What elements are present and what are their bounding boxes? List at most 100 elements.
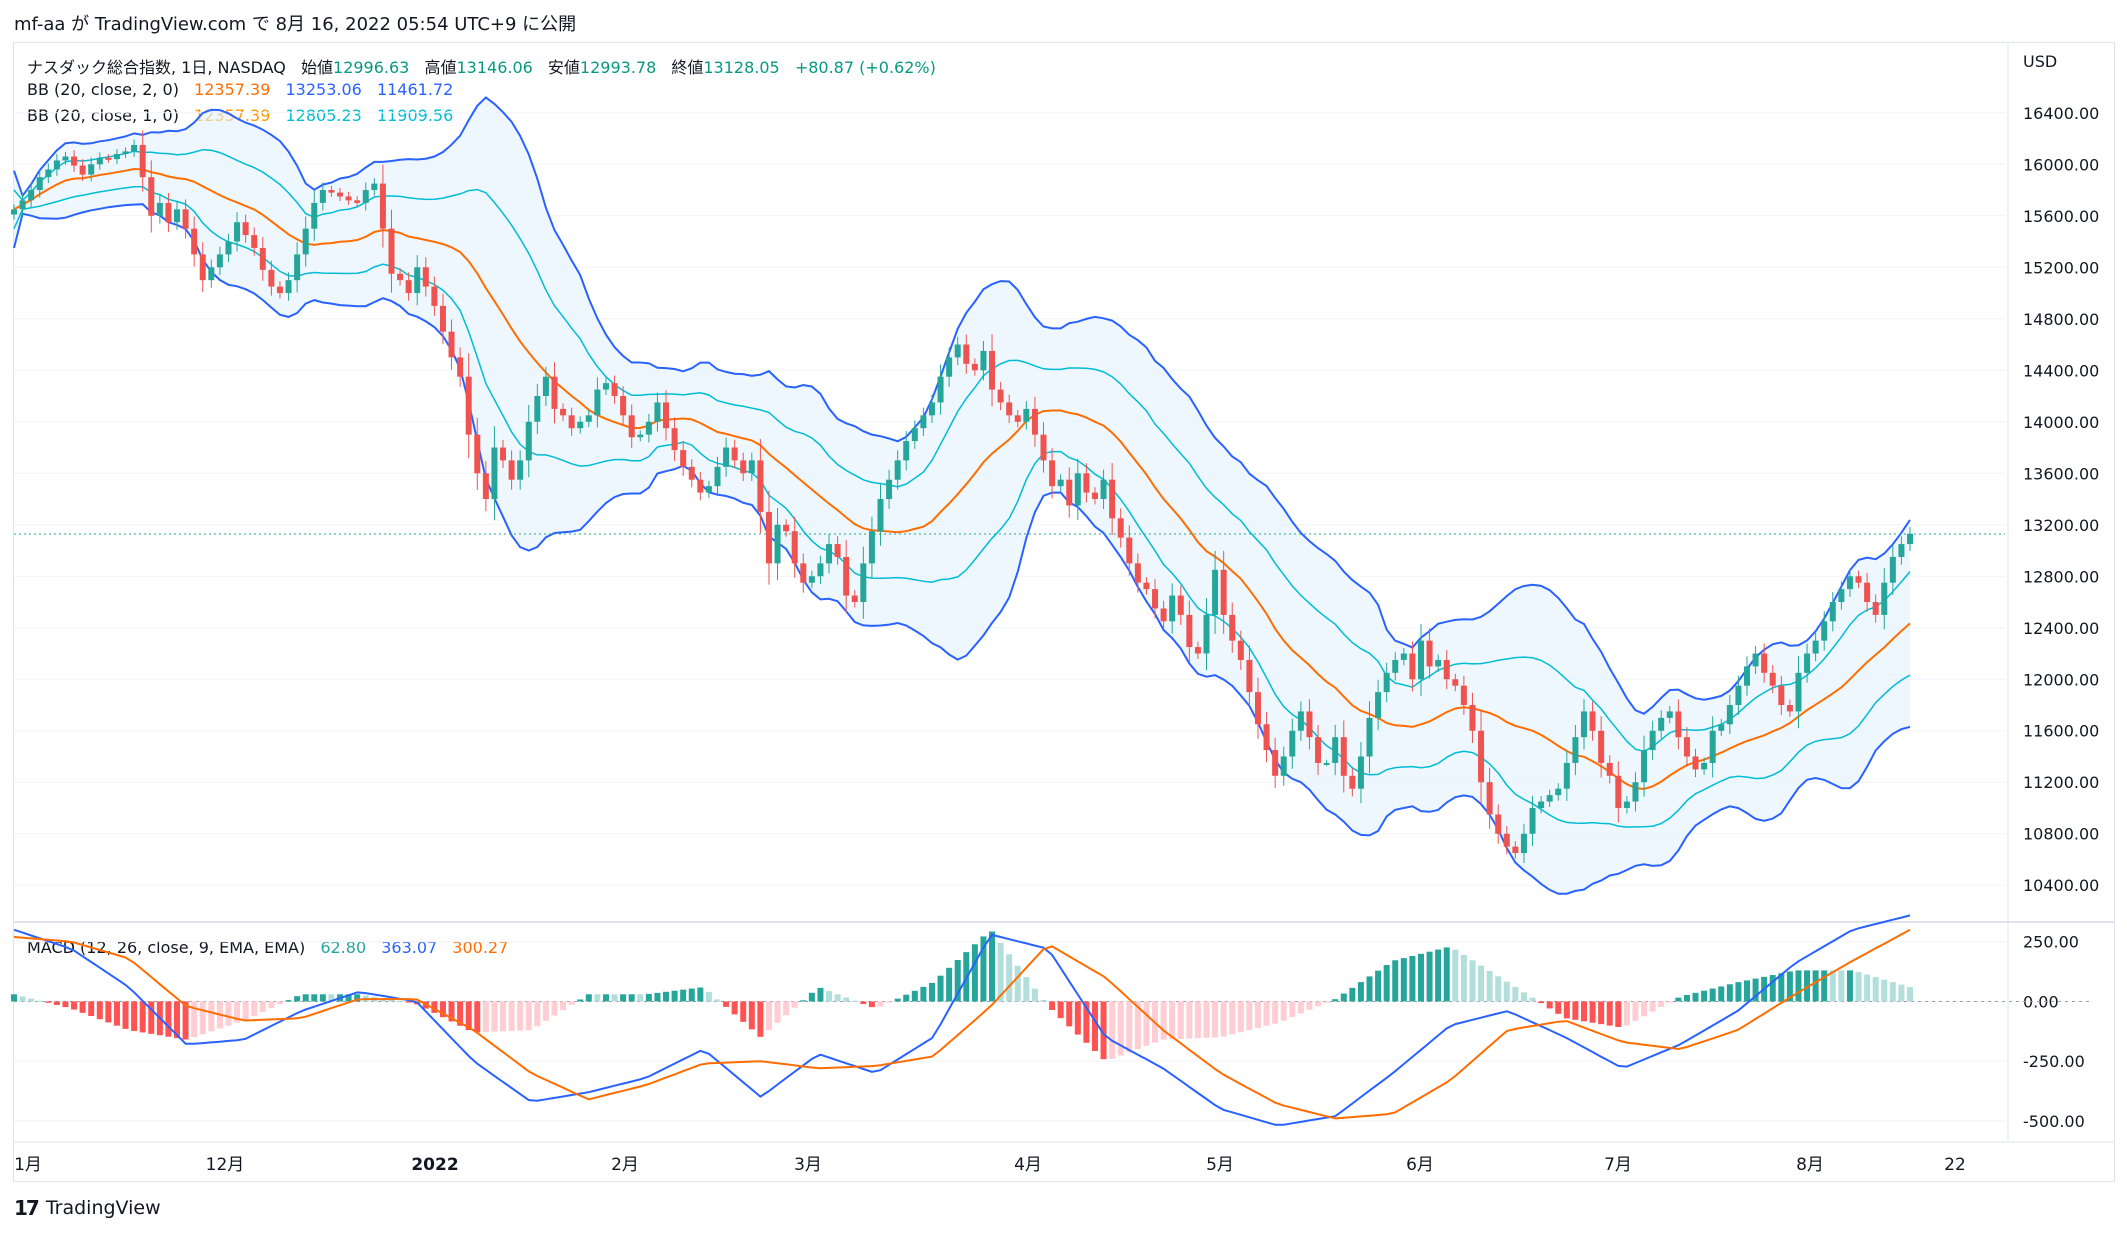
candle-body [1186, 614, 1193, 648]
macd-histogram-bar [568, 1001, 575, 1005]
candle-body [1134, 563, 1141, 583]
candle-body [1194, 647, 1201, 654]
candle-body [1658, 717, 1665, 731]
price-tick-label: 10400.00 [2023, 876, 2099, 895]
price-tick-label: 13600.00 [2023, 464, 2099, 483]
candle-body [1392, 659, 1399, 673]
candle-body [585, 415, 592, 422]
macd-histogram-bar [1718, 986, 1725, 1002]
macd-histogram-bar [165, 1001, 172, 1037]
macd-histogram-bar [1512, 987, 1519, 1002]
macd-histogram-bar [268, 1001, 275, 1008]
macd-histogram-bar [1546, 1001, 1553, 1009]
candle-body [517, 460, 524, 480]
macd-histogram-bar [1529, 997, 1536, 1002]
time-tick-label: 6月 [1406, 1155, 1434, 1175]
candle-body [568, 415, 575, 429]
candle-body [122, 151, 129, 154]
macd-histogram-bar [671, 990, 678, 1002]
candle-body [1126, 537, 1133, 564]
candle-body [1589, 711, 1596, 731]
time-tick-label: 3月 [794, 1155, 822, 1175]
macd-histogram-bar [96, 1001, 103, 1020]
candle-body [594, 389, 601, 416]
macd-histogram-bar [1400, 958, 1407, 1002]
macd-histogram-bar [1709, 988, 1716, 1002]
macd-histogram-bar [1649, 1001, 1656, 1012]
candle-body [714, 466, 721, 487]
candle-body [388, 228, 395, 274]
candle-body [1040, 434, 1047, 461]
time-tick-label: 7月 [1604, 1155, 1632, 1175]
macd-histogram-bar [225, 1001, 232, 1026]
macd-histogram-bar [1031, 988, 1038, 1002]
macd-histogram-bar [88, 1001, 95, 1017]
candle-body [560, 408, 567, 416]
macd-histogram-bar [620, 994, 627, 1002]
candle-body [199, 254, 206, 281]
candle-body [877, 499, 884, 532]
tradingview-logo[interactable]: 17 [14, 1196, 40, 1220]
macd-histogram-bar [474, 1001, 481, 1033]
macd-histogram-bar [1632, 1001, 1639, 1021]
macd-histogram-bar [1589, 1001, 1596, 1023]
candle-body [1555, 788, 1562, 796]
candle-body [182, 209, 189, 229]
macd-histogram-bar [1040, 999, 1047, 1002]
macd-histogram-bar [886, 1001, 893, 1003]
candle-body [1623, 801, 1630, 808]
candle-body [868, 531, 875, 564]
macd-histogram-bar [1460, 954, 1467, 1002]
candle-body [1726, 705, 1733, 725]
candle-body [1280, 756, 1287, 776]
candle-body [620, 396, 627, 416]
macd-histogram-bar [251, 1001, 258, 1016]
macd-histogram-bar [860, 1001, 867, 1004]
candle-body [911, 428, 918, 442]
price-tick-label: 16000.00 [2023, 155, 2099, 174]
macd-histogram-bar [1186, 1001, 1193, 1039]
macd-histogram-bar [182, 1001, 189, 1040]
bb2-label: BB (20, close, 2, 0) [27, 80, 179, 99]
candle-body [997, 389, 1004, 403]
candle-body [345, 196, 352, 201]
price-tick-label: 15200.00 [2023, 258, 2099, 277]
candle-body [534, 396, 541, 422]
price-tick-label: 12000.00 [2023, 670, 2099, 689]
macd-histogram-bar [1769, 975, 1776, 1002]
candle-body [1315, 737, 1322, 763]
macd-histogram-bar [989, 931, 996, 1002]
candle-body [1786, 705, 1793, 712]
macd-histogram-bar [1623, 1001, 1630, 1026]
currency-label: USD [2023, 52, 2058, 71]
candle-body [1864, 582, 1871, 603]
macd-histogram-bar [1615, 1001, 1622, 1027]
candle-body [191, 228, 198, 255]
macd-histogram-bar [1846, 970, 1853, 1002]
candle-body [337, 192, 344, 197]
candle-body [808, 576, 815, 583]
macd-histogram-bar [1726, 984, 1733, 1002]
candle-body [79, 165, 86, 175]
candle-body [1486, 782, 1493, 815]
macd-histogram-bar [937, 975, 944, 1002]
candle-body [1357, 756, 1364, 789]
candle-body [1332, 737, 1339, 763]
brand-name[interactable]: TradingView [45, 1197, 161, 1219]
candle-body [174, 209, 181, 223]
candle-body [1375, 692, 1382, 718]
macd-histogram-bar [542, 1001, 549, 1021]
macd-histogram-bar [1598, 1001, 1605, 1025]
macd-histogram-bar [911, 990, 918, 1002]
candle-body [688, 466, 695, 480]
candle-body [1469, 705, 1476, 731]
candle-body [774, 524, 781, 564]
macd-histogram-bar [1443, 947, 1450, 1002]
macd-histogram-bar [705, 991, 712, 1002]
candle-body [53, 160, 60, 170]
candle-body [1160, 608, 1167, 622]
macd-histogram-bar [1066, 1001, 1073, 1027]
candle-body [817, 563, 824, 577]
candle-body [920, 415, 927, 429]
bb1-lower: 11909.56 [376, 106, 454, 125]
